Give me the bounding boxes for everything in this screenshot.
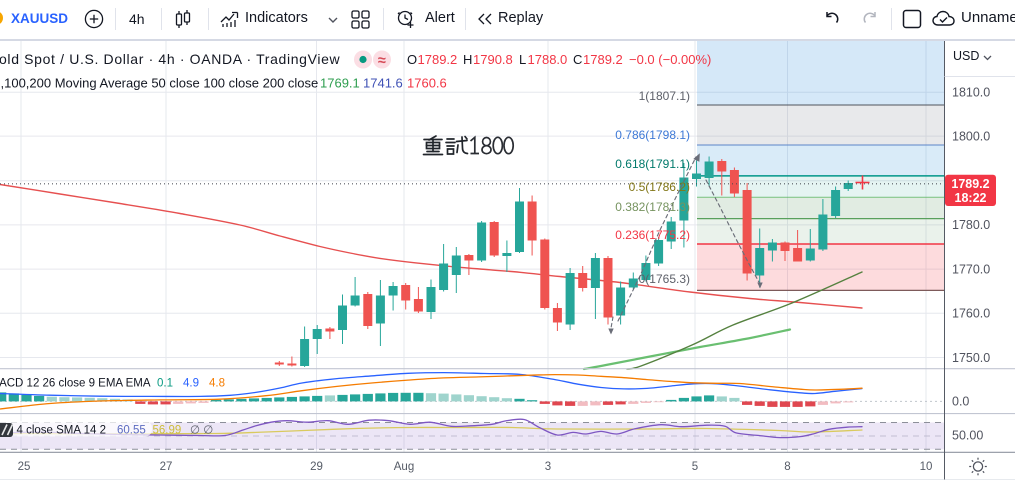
svg-text:60.55: 60.55: [117, 425, 146, 437]
svg-text:Aug: Aug: [394, 461, 414, 473]
svg-text:3: 3: [545, 461, 551, 473]
svg-text:1788.0: 1788.0: [528, 52, 568, 67]
svg-text:0.786(1798.1): 0.786(1798.1): [615, 128, 690, 142]
svg-text:old Spot / U.S. Dollar · 4h ·: old Spot / U.S. Dollar · 4h · OANDA · Tr…: [0, 51, 341, 67]
svg-text:0.1: 0.1: [157, 378, 173, 390]
svg-text:,100,200 Moving Average 50 clo: ,100,200 Moving Average 50 close 100 clo…: [1, 76, 319, 91]
svg-text:5: 5: [692, 461, 698, 473]
svg-text:25: 25: [18, 461, 31, 473]
svg-text:1(1807.1): 1(1807.1): [639, 89, 690, 103]
svg-text:0.236(1775.2): 0.236(1775.2): [615, 228, 690, 242]
svg-text:0(1765.3): 0(1765.3): [639, 272, 690, 286]
svg-text:0.0: 0.0: [952, 395, 969, 409]
svg-text:−0.0 (−0.00%): −0.0 (−0.00%): [629, 52, 711, 67]
svg-text:1750.0: 1750.0: [952, 351, 990, 365]
svg-text:1760.0: 1760.0: [952, 307, 990, 321]
svg-text:4.9: 4.9: [183, 378, 199, 390]
svg-text:∅ ∅: ∅ ∅: [190, 425, 213, 437]
svg-text:0.618(1791.1): 0.618(1791.1): [615, 157, 690, 171]
svg-text:L: L: [519, 52, 526, 67]
svg-text:≈: ≈: [378, 53, 386, 69]
svg-text:1769.1: 1769.1: [320, 76, 360, 91]
svg-text:4 close SMA 14 2: 4 close SMA 14 2: [17, 425, 107, 437]
svg-text:56.99: 56.99: [153, 425, 182, 437]
svg-text:8: 8: [784, 461, 790, 473]
svg-text:1790.8: 1790.8: [473, 52, 513, 67]
svg-text:50.00: 50.00: [952, 429, 983, 443]
svg-text:1770.0: 1770.0: [952, 262, 990, 276]
svg-text:1760.6: 1760.6: [407, 76, 447, 91]
svg-text:1789.2: 1789.2: [583, 52, 623, 67]
svg-text:H: H: [463, 52, 472, 67]
svg-text:29: 29: [310, 461, 323, 473]
svg-text:1780.0: 1780.0: [952, 218, 990, 232]
svg-text:0.382(1781.3): 0.382(1781.3): [615, 200, 690, 214]
svg-text:1789.2: 1789.2: [418, 52, 458, 67]
svg-text:USD: USD: [953, 49, 979, 63]
svg-text:1800.0: 1800.0: [952, 129, 990, 143]
svg-text:1741.6: 1741.6: [363, 76, 403, 91]
svg-text:1789.2: 1789.2: [951, 177, 989, 191]
svg-text:10: 10: [920, 461, 933, 473]
svg-text:18:22: 18:22: [955, 191, 987, 205]
svg-text:MACD 12 26 close 9 EMA EMA: MACD 12 26 close 9 EMA EMA: [0, 378, 151, 390]
svg-text:O: O: [407, 52, 417, 67]
svg-text:27: 27: [160, 461, 173, 473]
svg-text:C: C: [573, 52, 582, 67]
svg-text:0.5(1786.2): 0.5(1786.2): [629, 180, 690, 194]
svg-text:4.8: 4.8: [209, 378, 225, 390]
svg-text:1810.0: 1810.0: [952, 86, 990, 100]
